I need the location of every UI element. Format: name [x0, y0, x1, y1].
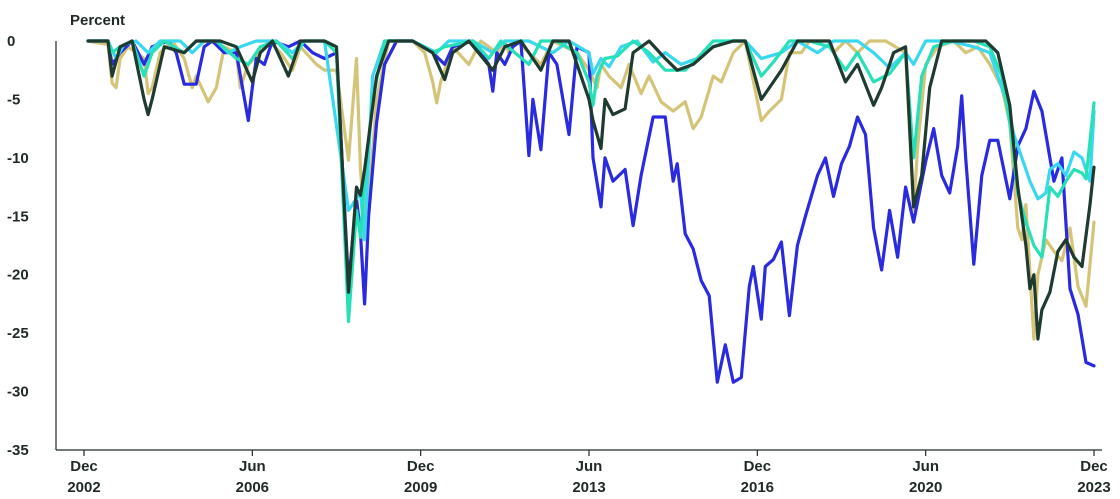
x-tick-label-year: 2023 [1077, 479, 1110, 496]
x-tick-label-month: Dec [70, 458, 98, 475]
y-tick-label: -30 [7, 384, 29, 401]
y-tick-label: -35 [7, 442, 29, 459]
x-axis-tick-labels: Dec 2002 Jun 2006 Dec 2009 Jun 2013 Dec 2016 Jun 20… [67, 450, 1111, 496]
x-tick-label-year: 2020 [909, 479, 942, 496]
series-lines [86, 39, 1096, 384]
x-tick-label-year: 2002 [67, 479, 100, 496]
y-tick-label: -20 [7, 267, 29, 284]
x-tick-label-month: Jun [912, 458, 939, 475]
series-line-5 [86, 39, 1096, 341]
x-tick-label-month: Dec [1080, 458, 1108, 475]
x-tick-label-year: 2016 [741, 479, 774, 496]
x-tick-label-month: Dec [407, 458, 435, 475]
y-axis-tick-labels: 0 -5 -10 -15 -20 -25 -30 -35 [7, 33, 29, 459]
x-tick-label-year: 2009 [404, 479, 437, 496]
series-line-4 [86, 39, 1096, 324]
x-tick-label-month: Dec [744, 458, 772, 475]
y-tick-label: -5 [7, 91, 20, 108]
x-tick-label-month: Jun [576, 458, 603, 475]
axes [55, 41, 1102, 451]
y-tick-label: -15 [7, 208, 29, 225]
x-tick-label-year: 2006 [236, 479, 269, 496]
y-axis-unit-label: Percent [70, 12, 125, 29]
y-tick-label: 0 [7, 33, 15, 50]
y-tick-label: -10 [7, 150, 29, 167]
y-tick-label: -25 [7, 325, 29, 342]
x-tick-label-month: Jun [239, 458, 266, 475]
x-tick-label-year: 2013 [572, 479, 605, 496]
